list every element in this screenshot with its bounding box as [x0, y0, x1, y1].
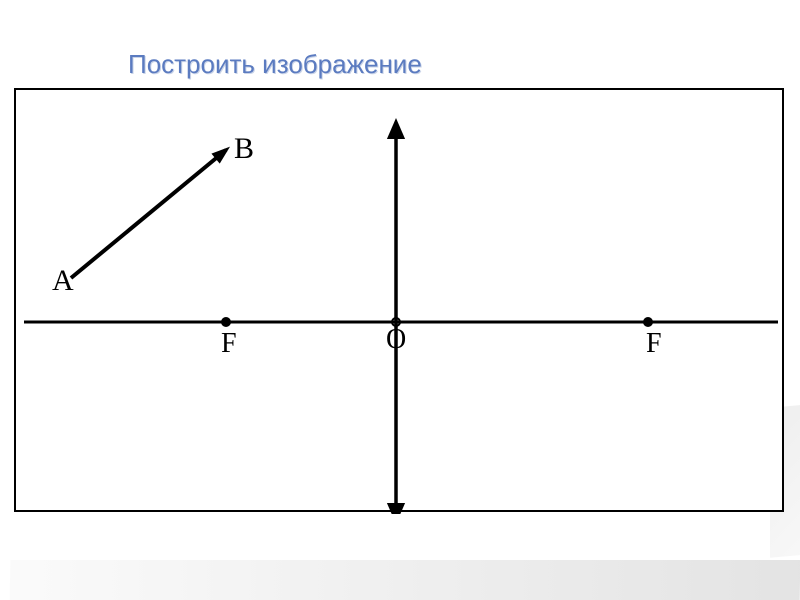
title-line-1: Построить изображение — [128, 49, 422, 79]
diagram-frame: A B F O F — [14, 88, 784, 512]
label-F-right: F — [646, 328, 662, 360]
label-B: B — [234, 132, 254, 166]
label-A: A — [52, 264, 74, 298]
lens-diagram-svg — [16, 90, 786, 514]
slide-decoration-bottom — [10, 560, 800, 600]
label-F-left: F — [221, 328, 237, 360]
label-O: O — [386, 324, 406, 356]
